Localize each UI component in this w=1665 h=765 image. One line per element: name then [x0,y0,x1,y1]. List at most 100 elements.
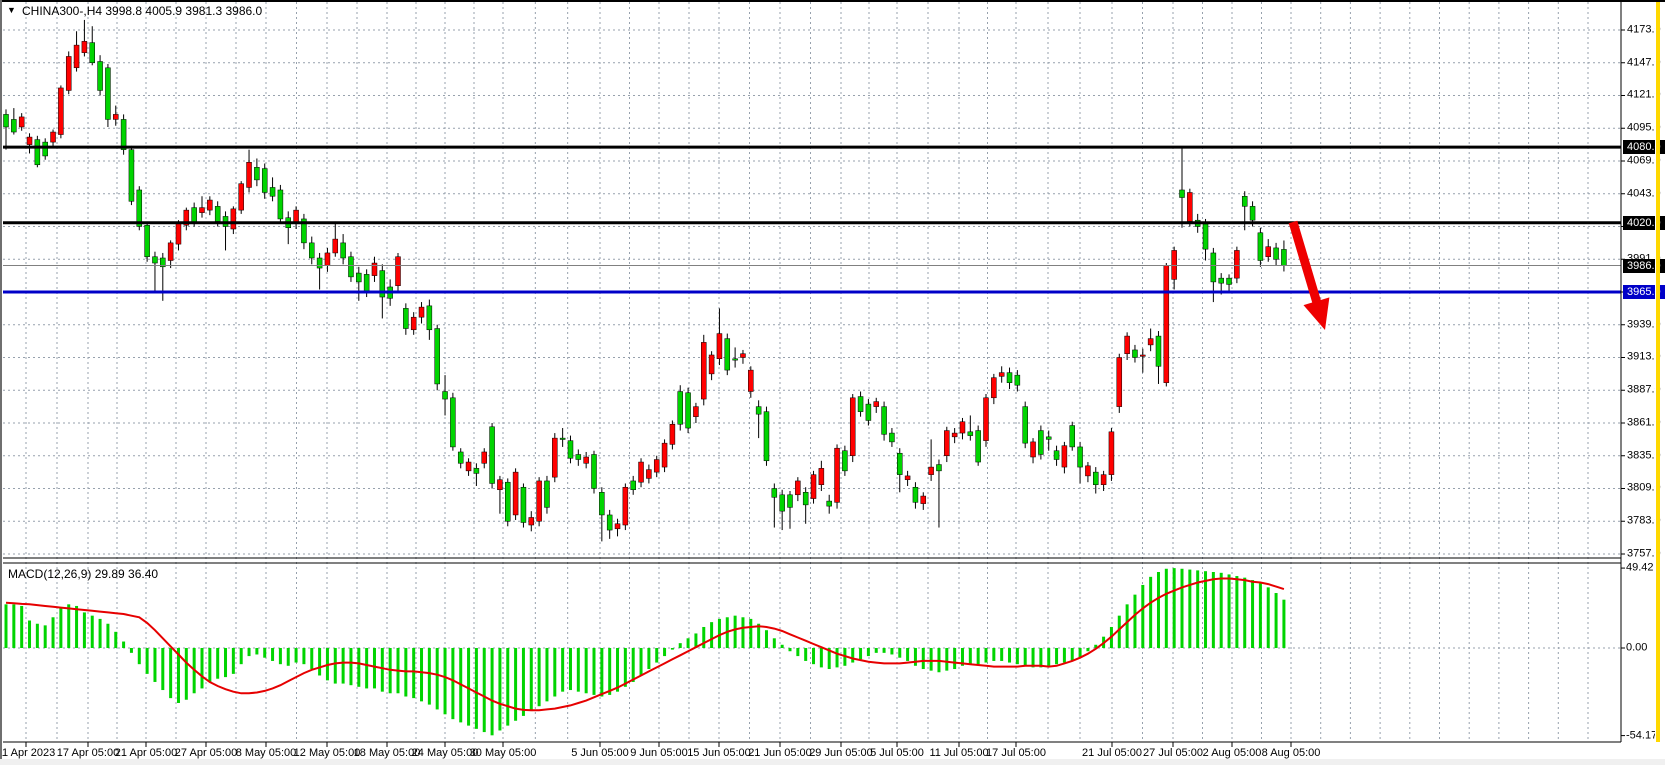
bear-candle [732,358,738,361]
bull-candle [818,468,825,485]
macd-histogram-bar [1047,648,1051,666]
macd-histogram-bar [741,617,745,648]
macd-histogram-bar [796,648,800,657]
macd-histogram-bar [529,648,533,712]
window-top-border [0,0,1665,2]
macd-histogram-bar [427,648,431,705]
price-tick-label: 4095.0 [1627,121,1661,134]
macd-histogram-bar [600,648,604,697]
macd-histogram-bar [1125,604,1129,648]
macd-histogram-bar [968,648,972,665]
bear-candle [301,218,307,244]
macd-histogram-bar [239,648,243,665]
macd-histogram-bar [859,648,863,660]
price-tick-label: 3783.0 [1627,514,1661,527]
bull-candle [669,424,676,445]
macd-histogram-bar [647,648,651,670]
macd-histogram-bar [286,648,290,666]
bear-candle [1038,430,1044,455]
macd-histogram-bar [224,648,228,678]
bear-candle [363,274,370,291]
macd-histogram-bar [1227,574,1231,648]
macd-histogram-bar [176,648,180,703]
macd-tick-label: -54.17 [1626,729,1658,742]
macd-histogram-bar [819,648,823,668]
bear-candle [802,492,809,506]
bull-candle [873,401,879,407]
symbol-dropdown-icon[interactable]: ▼ [7,5,16,15]
bull-candle [951,432,958,438]
macd-histogram-bar [553,648,557,697]
price-box-label-4080.0: 4080.0 [1623,140,1665,155]
price-tick-label: 3913.0 [1627,350,1661,363]
bear-candle [1022,406,1028,444]
bull-candle [944,430,950,456]
time-axis-label: 27 Apr 05:00 [174,747,238,759]
bear-candle [520,486,527,523]
time-axis-label: 9 Jun 05:00 [630,747,688,759]
macd-histogram-bar [12,604,16,648]
bear-candle [3,114,9,128]
macd-histogram-bar [208,648,212,682]
bear-candle [1218,277,1224,284]
macd-histogram-bar [4,604,8,648]
macd-histogram-bar [341,648,345,684]
hlines-layer [3,145,1621,294]
macd-histogram-bar [482,648,486,733]
macd-histogram-bar [1117,615,1121,648]
bear-candle [779,494,785,512]
time-axis-label: 27 Jul 05:00 [1143,747,1203,759]
window-left-border [0,0,2,765]
macd-histogram-bar [953,648,957,670]
macd-histogram-bar [984,648,988,663]
macd-histogram-bar [882,648,886,653]
macd-histogram-bar [663,648,667,657]
bear-candle [1281,249,1287,266]
bull-candle [512,471,519,516]
macd-histogram-bar [670,648,674,650]
macd-histogram-bar [788,648,792,652]
bear-candle [1257,232,1264,261]
macd-histogram-bar [1000,648,1004,661]
bull-candle [834,447,840,503]
bear-candle [136,189,143,227]
bear-candle [403,308,409,329]
price-box-label-3986.0: 3986.0 [1623,258,1665,273]
bear-candle [434,328,440,385]
bear-candle [755,406,762,415]
bull-candle [1234,250,1240,279]
time-axis-label: 8 May 05:00 [235,747,297,759]
macd-histogram-bar [1180,568,1184,648]
bear-candle [787,494,793,508]
macd-histogram-bar [710,622,714,648]
bear-candle [426,305,433,331]
macd-histogram-bar [474,648,478,729]
bull-candle [65,56,72,91]
macd-histogram-bar [890,648,894,655]
time-axis-label: 15 Jun 05:00 [687,747,751,759]
bear-candle [254,167,260,181]
bull-candle [983,397,989,441]
macd-histogram-bar [835,648,839,668]
trend-arrow[interactable] [1288,220,1330,330]
macd-histogram-bar [921,648,925,670]
macd-histogram-bar [59,607,63,648]
macd-histogram-bar [200,648,204,689]
macd-histogram-bar [576,648,580,692]
time-axis-label: 8 Aug 05:00 [1261,747,1321,759]
macd-histogram-bar [913,648,917,666]
price-tick-label: 3757.0 [1627,547,1661,560]
bull-candle [183,209,190,226]
axis-highlight-strip [1655,2,1660,742]
bull-candle [1061,445,1068,468]
macd-histogram-bar [1070,648,1074,661]
bear-candle [489,426,495,484]
bear-candle [128,149,135,202]
bull-candle [1187,192,1193,222]
time-axis-label: 17 Jul 05:00 [986,747,1046,759]
macd-histogram-bar [960,648,964,666]
macd-histogram-bar [255,648,259,655]
macd-histogram-bar [1196,570,1200,648]
